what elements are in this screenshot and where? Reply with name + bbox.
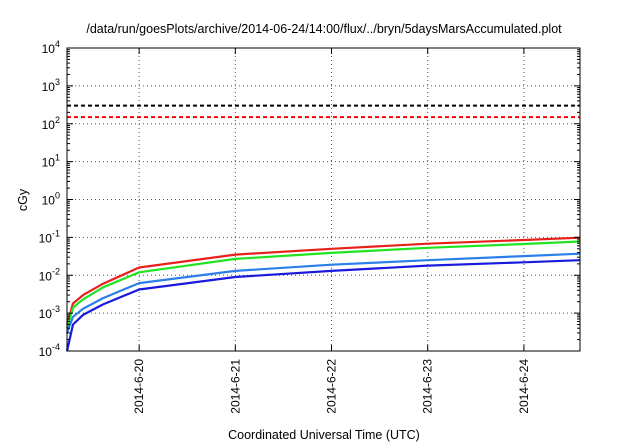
- series-line: [65, 240, 581, 329]
- y-tick-label: 10-1: [39, 228, 60, 245]
- y-tick-label: 10-4: [39, 342, 60, 359]
- y-tick-label: 102: [42, 115, 60, 132]
- x-tick-label: 2014-6-21: [228, 359, 242, 414]
- x-tick-label: 2014-6-23: [421, 359, 435, 414]
- x-axis: 2014-6-20 2014-6-21 2014-6-22 2014-6-23 2014…: [132, 48, 531, 414]
- series-layer: [65, 236, 581, 352]
- y-tick-label: 10-3: [39, 304, 60, 321]
- y-tick-label-base: 10: [39, 231, 53, 245]
- x-axis-label: Coordinated Universal Time (UTC): [228, 428, 420, 442]
- y-tick-label-exponent: -4: [52, 342, 60, 352]
- x-tick-label: 2014-6-24: [517, 359, 531, 414]
- series-line: [65, 259, 581, 352]
- y-tick-label: 100: [42, 191, 60, 208]
- y-tick-label-exponent: 4: [55, 39, 60, 49]
- y-tick-label-exponent: 0: [55, 191, 60, 201]
- y-tick-label-base: 10: [42, 156, 56, 170]
- y-tick-label: 104: [42, 39, 60, 56]
- y-tick-label-base: 10: [39, 345, 53, 359]
- chart-title: /data/run/goesPlots/archive/2014-06-24/1…: [86, 22, 562, 36]
- x-tick-label: 2014-6-22: [325, 359, 339, 414]
- y-tick-label-base: 10: [39, 269, 53, 283]
- y-tick-label-base: 10: [42, 42, 56, 56]
- y-tick-label-exponent: 3: [55, 77, 60, 87]
- y-tick-label-exponent: -3: [52, 304, 60, 314]
- y-tick-label: 103: [42, 77, 60, 94]
- y-tick-label-exponent: -1: [52, 228, 60, 238]
- series-line: [65, 252, 581, 334]
- reference-lines: [67, 104, 580, 119]
- grid: [67, 48, 580, 351]
- y-tick-label-exponent: 1: [55, 153, 60, 163]
- x-tick-label: 2014-6-20: [132, 359, 146, 414]
- y-axis-label: cGy: [16, 188, 30, 211]
- y-tick-label-base: 10: [42, 118, 56, 132]
- y-tick-label-exponent: 2: [55, 115, 60, 125]
- y-tick-label-exponent: -2: [52, 266, 60, 276]
- y-tick-label-base: 10: [42, 194, 56, 208]
- y-tick-label: 101: [42, 153, 60, 170]
- y-tick-label-base: 10: [42, 80, 56, 94]
- y-tick-label-base: 10: [39, 307, 53, 321]
- series-line: [65, 236, 581, 325]
- y-tick-label: 10-2: [39, 266, 60, 283]
